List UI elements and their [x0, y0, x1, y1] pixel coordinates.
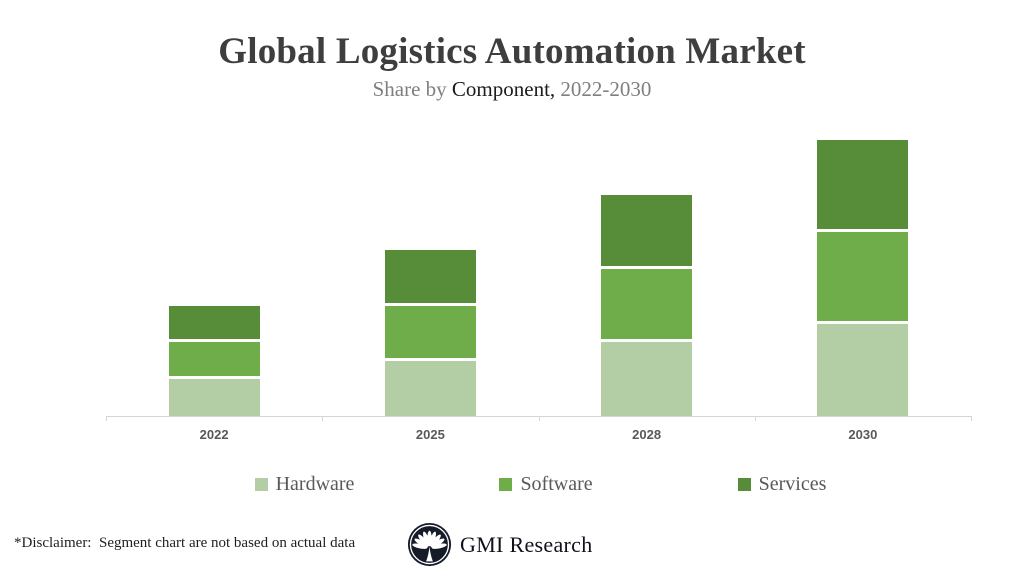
bar-2022	[168, 305, 260, 416]
x-axis-tick	[322, 416, 324, 421]
x-axis-tick	[971, 416, 972, 421]
bar-segment-software-2025	[384, 305, 476, 361]
legend-item-hardware: Hardware	[254, 472, 355, 496]
gmi-logo-icon	[407, 522, 452, 567]
bar-segment-software-2030	[817, 232, 909, 325]
legend: Hardware Software Services	[106, 470, 975, 498]
x-axis-label-2030: 2030	[848, 427, 878, 442]
x-axis-tick	[538, 416, 540, 421]
bar-segment-software-2028	[601, 268, 693, 343]
legend-swatch-software	[499, 477, 513, 491]
bar-segment-hardware-2030	[817, 324, 909, 416]
bar-segment-hardware-2028	[601, 342, 693, 416]
bar-2025	[384, 250, 476, 416]
disclaimer-text: *Disclaimer: Segment chart are not based…	[14, 535, 356, 551]
subtitle-prefix: Share by	[372, 77, 452, 101]
chart-title: Global Logistics Automation Market	[218, 31, 806, 72]
bar-segment-hardware-2022	[168, 379, 260, 416]
legend-label-software: Software	[520, 472, 593, 495]
subtitle-highlight: Component,	[451, 77, 556, 101]
bar-segment-hardware-2025	[384, 360, 476, 416]
legend-swatch-hardware	[254, 477, 268, 491]
x-axis-label-2022: 2022	[199, 427, 229, 442]
legend-label-hardware: Hardware	[275, 472, 355, 495]
x-axis-label-2025: 2025	[415, 427, 445, 442]
x-axis-tick	[754, 416, 756, 421]
legend-item-software: Software	[499, 472, 593, 496]
subtitle-suffix: 2022-2030	[555, 77, 652, 101]
x-axis-label-2028: 2028	[632, 427, 662, 442]
brand-logo: GMI Research	[407, 521, 593, 568]
bar-segment-services-2030	[817, 140, 909, 233]
x-axis-tick	[106, 416, 107, 421]
chart-subtitle: Share by Component, 2022-2030	[0, 77, 1024, 102]
bar-segment-software-2022	[168, 342, 260, 380]
legend-item-services: Services	[737, 472, 827, 496]
bar-2030	[817, 140, 909, 416]
bar-2028	[601, 195, 693, 416]
bar-segment-services-2025	[384, 250, 476, 306]
legend-swatch-services	[737, 477, 751, 491]
bar-segment-services-2022	[168, 305, 260, 343]
brand-name: GMI Research	[460, 531, 593, 557]
legend-label-services: Services	[758, 472, 827, 495]
bar-segment-services-2028	[601, 195, 693, 269]
